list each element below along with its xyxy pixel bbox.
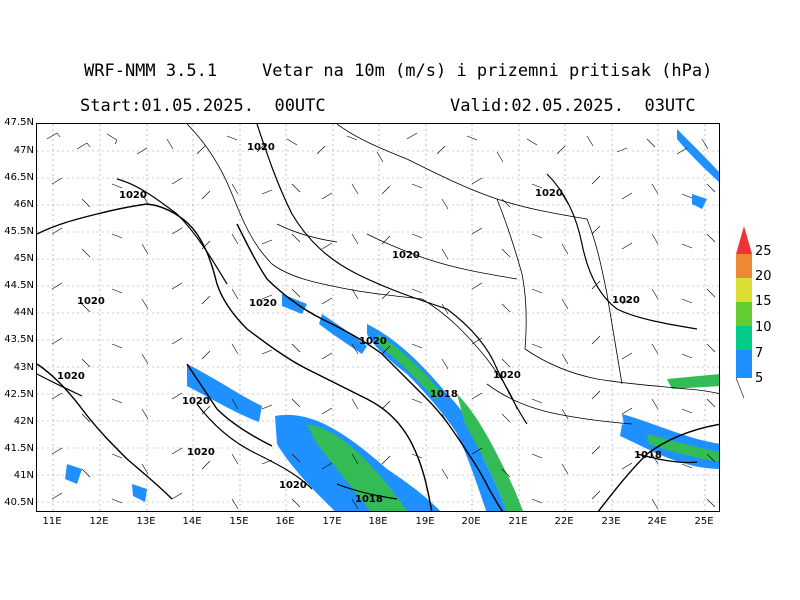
- lon-label: 21E: [508, 516, 528, 527]
- legend-arrow-top: [736, 226, 752, 254]
- legend-swatch-5: [736, 350, 752, 378]
- wind-area-greece-north: [620, 424, 637, 442]
- wind-area-ionian-core: [307, 424, 408, 511]
- lat-label: 45N: [13, 253, 34, 264]
- wind-shading: [65, 129, 719, 511]
- isobar-label: 1020: [493, 370, 521, 381]
- wind-area-northeast: [677, 129, 719, 183]
- isobar-label: 1020: [57, 371, 85, 382]
- lat-label: 44.5N: [4, 280, 34, 291]
- lon-label: 14E: [182, 516, 202, 527]
- isobar-label: 1020: [535, 188, 563, 199]
- valid-time: Valid:02.05.2025. 03UTC: [450, 96, 696, 116]
- lat-label: 45.5N: [4, 226, 34, 237]
- lat-label: 42N: [13, 416, 34, 427]
- lon-label: 15E: [229, 516, 249, 527]
- lon-label: 23E: [601, 516, 621, 527]
- legend-label-25: 25: [755, 244, 772, 259]
- lon-label: 17E: [322, 516, 342, 527]
- isobar-label: 1020: [182, 396, 210, 407]
- lat-label: 46.5N: [4, 172, 34, 183]
- wind-area-croatia-coast: [282, 294, 307, 314]
- legend-label-10: 10: [755, 320, 772, 335]
- map-canvas: 1020 1020 1020 1020 1020 1020 1020 1020 …: [37, 124, 719, 511]
- lat-label: 43N: [13, 362, 34, 373]
- lon-label: 18E: [368, 516, 388, 527]
- lat-label: 40.5N: [4, 497, 34, 508]
- wind-area-adriatic-mid: [319, 314, 367, 354]
- wind-area-aegean-core: [647, 434, 719, 462]
- lon-label: 22E: [554, 516, 574, 527]
- lon-label: 11E: [42, 516, 62, 527]
- wind-area-albania-core: [377, 334, 442, 399]
- lat-label: 47.5N: [4, 117, 34, 128]
- isobar-label: 1018: [634, 450, 662, 461]
- lon-label: 25E: [694, 516, 714, 527]
- isobar-label: 1020: [359, 336, 387, 347]
- legend-label-7: 7: [755, 346, 764, 361]
- lat-label: 47N: [13, 145, 34, 156]
- isobar-labels: 1020 1020 1020 1020 1020 1020 1020 1020 …: [57, 142, 662, 505]
- wind-area-east-edge: [667, 374, 719, 389]
- lat-label: 41N: [13, 470, 34, 481]
- wind-area-adriatic-south: [187, 364, 262, 422]
- isobar-label: 1020: [77, 296, 105, 307]
- lon-label: 19E: [415, 516, 435, 527]
- legend-label-20: 20: [755, 269, 772, 284]
- lat-label: 46N: [13, 199, 34, 210]
- legend-label-15: 15: [755, 294, 772, 309]
- isobar-label: 1020: [247, 142, 275, 153]
- map-frame: 1020 1020 1020 1020 1020 1020 1020 1020 …: [36, 123, 720, 512]
- isobars: [37, 124, 698, 500]
- isobar-label: 1020: [249, 298, 277, 309]
- isobar-label: 1020: [119, 190, 147, 201]
- wind-area-italy-south: [65, 464, 82, 484]
- country-borders: [186, 124, 719, 425]
- isobar-label: 1018: [355, 494, 383, 505]
- wind-area-south-albania: [457, 394, 524, 511]
- lat-label: 43.5N: [4, 334, 34, 345]
- legend-swatch-7: [736, 326, 752, 350]
- isobar-label: 1020: [392, 250, 420, 261]
- wind-area-greece: [457, 424, 507, 511]
- wind-area-tyrrhenian: [132, 484, 147, 502]
- lat-label: 41.5N: [4, 443, 34, 454]
- legend-swatch-10: [736, 302, 752, 326]
- lon-label: 16E: [275, 516, 295, 527]
- isobar-label: 1020: [612, 295, 640, 306]
- lon-label: 20E: [461, 516, 481, 527]
- lat-label: 42.5N: [4, 389, 34, 400]
- lon-label: 12E: [89, 516, 109, 527]
- legend-label-5: 5: [755, 371, 764, 386]
- legend-swatch-20: [736, 254, 752, 278]
- legend-arrow-bottom: [735, 377, 745, 399]
- isobar-label: 1018: [430, 389, 458, 400]
- lat-label: 44N: [13, 307, 34, 318]
- model-title: WRF-NMM 3.5.1: [84, 61, 218, 81]
- wind-speed-legend: [735, 226, 752, 399]
- isobar-label: 1020: [279, 480, 307, 491]
- isobar-label: 1020: [187, 447, 215, 458]
- start-time: Start:01.05.2025. 00UTC: [80, 96, 326, 116]
- coastlines: [37, 203, 719, 511]
- wind-area-east-small: [692, 194, 707, 209]
- wind-barbs: [46, 132, 716, 510]
- lon-label: 13E: [136, 516, 156, 527]
- lon-label: 24E: [647, 516, 667, 527]
- legend-swatch-15: [736, 278, 752, 302]
- field-title: Vetar na 10m (m/s) i prizemni pritisak (…: [262, 61, 713, 81]
- lat-lon-grid: [37, 124, 719, 511]
